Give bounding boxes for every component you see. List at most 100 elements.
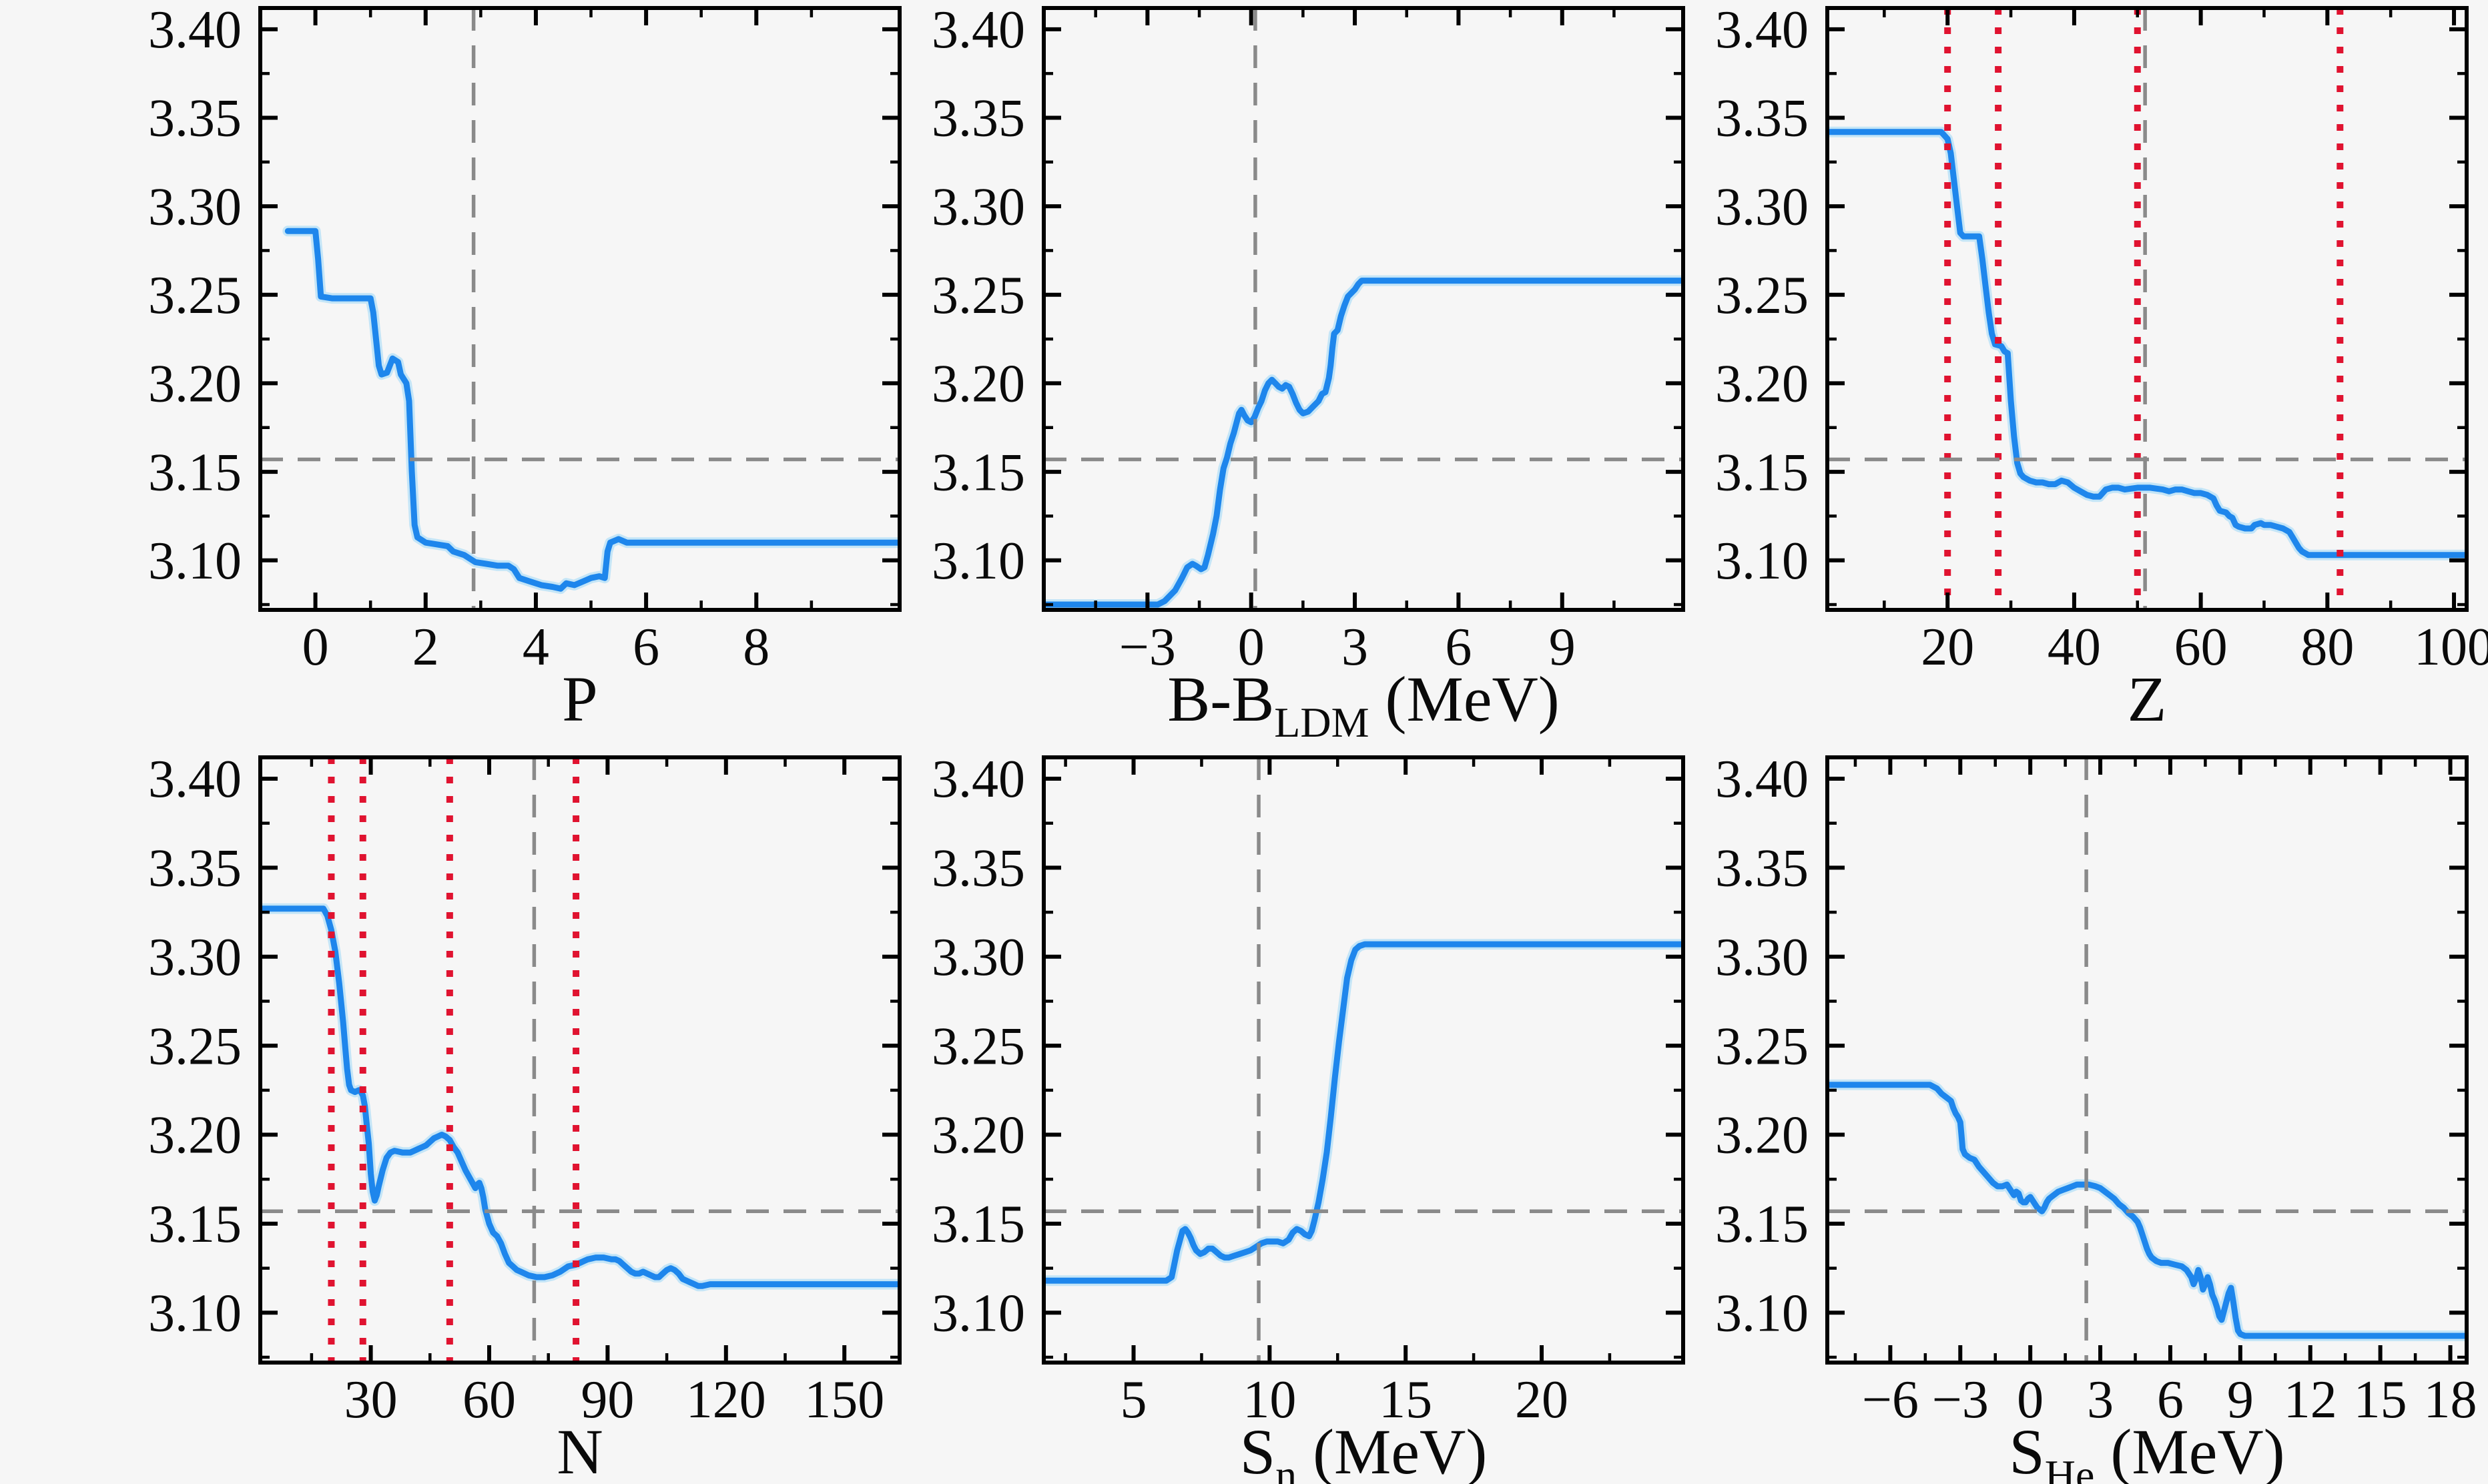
axes-frame [1042,755,1685,1365]
x-tick-label: 30 [344,1371,398,1429]
x-axis-label-text: (MeV) [1369,663,1560,735]
x-tick-label: 10 [1243,1371,1296,1429]
y-tick-label: 3.20 [148,355,242,414]
x-axis-label-subscript: n [1275,1451,1297,1484]
axes-frame [1825,6,2469,612]
y-tick-label: 3.40 [932,750,1025,809]
y-tick-label: 3.40 [148,750,242,809]
y-tick-label: 3.10 [932,1284,1025,1343]
axes-frame [1825,755,2469,1365]
y-tick-label: 3.40 [1715,1,1809,59]
x-axis-label-subscript: LDM [1274,699,1369,746]
y-tick-label: 3.10 [148,532,242,591]
x-tick-label: 6 [2157,1371,2184,1429]
x-tick-label: 5 [1121,1371,1147,1429]
y-tick-label: 3.35 [148,839,242,898]
x-axis-label: SHe (MeV) [2009,1416,2284,1484]
x-axis-label-text: Z [2128,663,2167,735]
x-tick-label: 0 [302,618,329,677]
x-axis-label: Z [2128,663,2167,735]
y-tick-label: 3.15 [932,1195,1025,1254]
x-axis-label-text: (MeV) [1297,1416,1487,1484]
y-tick-label: 3.20 [148,1106,242,1165]
x-axis-label: Sn (MeV) [1240,1416,1488,1484]
x-axis-label-text: S [2009,1416,2044,1484]
x-tick-label: 20 [1921,618,1974,677]
y-tick-label: 3.30 [1715,177,1809,236]
y-tick-label: 3.20 [932,355,1025,414]
y-tick-label: 3.20 [1715,1106,1809,1165]
x-axis-label: P [562,663,597,735]
x-tick-label: 15 [2354,1371,2407,1429]
x-tick-label: 60 [2174,618,2228,677]
y-tick-label: 3.25 [148,1017,242,1076]
y-tick-label: 3.15 [148,1195,242,1254]
x-axis-label: B-BLDM (MeV) [1167,663,1559,746]
axes-frame [1042,6,1685,612]
y-tick-label: 3.30 [148,177,242,236]
y-tick-label: 3.30 [932,177,1025,236]
axes-frame [258,755,902,1365]
x-axis-label-text: N [557,1416,603,1484]
x-tick-label: 12 [2284,1371,2337,1429]
x-tick-label: 90 [581,1371,634,1429]
y-tick-label: 3.10 [1715,532,1809,591]
y-tick-label: 3.25 [932,266,1025,325]
y-tick-label: 3.15 [932,443,1025,502]
y-tick-label: 3.40 [148,1,242,59]
x-tick-label: 4 [523,618,549,677]
y-tick-label: 3.25 [1715,266,1809,325]
x-tick-label: 20 [1515,1371,1568,1429]
subplot-Z: 3.10 3.15 3.20 3.25 3.30 3.35 3.40 20 40 60 80 100 Z [1715,1,2488,735]
x-tick-label: −3 [1119,618,1176,677]
x-tick-label: 9 [2227,1371,2254,1429]
y-tick-label: 3.20 [1715,355,1809,414]
y-tick-label: 3.30 [1715,928,1809,987]
x-axis-label-text: S [1240,1416,1275,1484]
pdp-curve [1044,941,1683,1284]
y-tick-label: 3.15 [148,443,242,502]
x-tick-label: 150 [804,1371,884,1429]
pdp-curve [1827,1082,2467,1339]
x-tick-label: 15 [1379,1371,1432,1429]
y-tick-label: 3.30 [148,928,242,987]
x-tick-label: 120 [686,1371,766,1429]
y-tick-label: 3.40 [932,1,1025,59]
x-tick-label: 18 [2424,1371,2477,1429]
axes-frame [258,6,902,612]
x-tick-label: 60 [462,1371,516,1429]
y-tick-label: 3.35 [148,89,242,148]
x-tick-label: 80 [2300,618,2354,677]
x-tick-label: 9 [1549,618,1576,677]
y-tick-label: 3.40 [1715,750,1809,809]
x-tick-label: −6 [1862,1371,1919,1429]
y-tick-label: 3.25 [148,266,242,325]
x-tick-label: −3 [1932,1371,1989,1429]
y-tick-label: 3.35 [932,839,1025,898]
y-tick-label: 3.20 [932,1106,1025,1165]
x-tick-label: 3 [2087,1371,2114,1429]
subplot-Sn: 3.10 3.15 3.20 3.25 3.30 3.35 3.40 5 10 15 20 Sn (M… [932,750,1685,1484]
x-tick-label: 0 [1238,618,1265,677]
x-tick-label: 0 [2017,1371,2044,1429]
y-tick-label: 3.35 [1715,839,1809,898]
y-tick-label: 3.10 [1715,1284,1809,1343]
subplot-P: 3.10 3.15 3.20 3.25 3.30 3.35 3.40 0 2 4 6 8 P [148,1,902,735]
subplot-SHe: 3.10 3.15 3.20 3.25 3.30 3.35 3.40 −6 −3 0 3 6 9 12 15… [1715,750,2477,1484]
y-tick-label: 3.10 [148,1284,242,1343]
pdp-curve [1044,278,1683,608]
x-tick-label: 2 [412,618,439,677]
x-axis-label-text: B-B [1167,663,1274,735]
x-tick-label: 3 [1341,618,1368,677]
x-axis-label: N [557,1416,603,1484]
y-tick-label: 3.30 [932,928,1025,987]
x-tick-label: 100 [2414,618,2488,677]
y-tick-label: 3.35 [932,89,1025,148]
subplot-B-BLDM: 3.103.153.203.253.303.353.40−3 0 3 6 9B-BLDM… [932,1,1685,746]
y-tick-label: 3.10 [932,532,1025,591]
x-axis-label-text: P [562,663,597,735]
x-tick-label: 6 [633,618,659,677]
